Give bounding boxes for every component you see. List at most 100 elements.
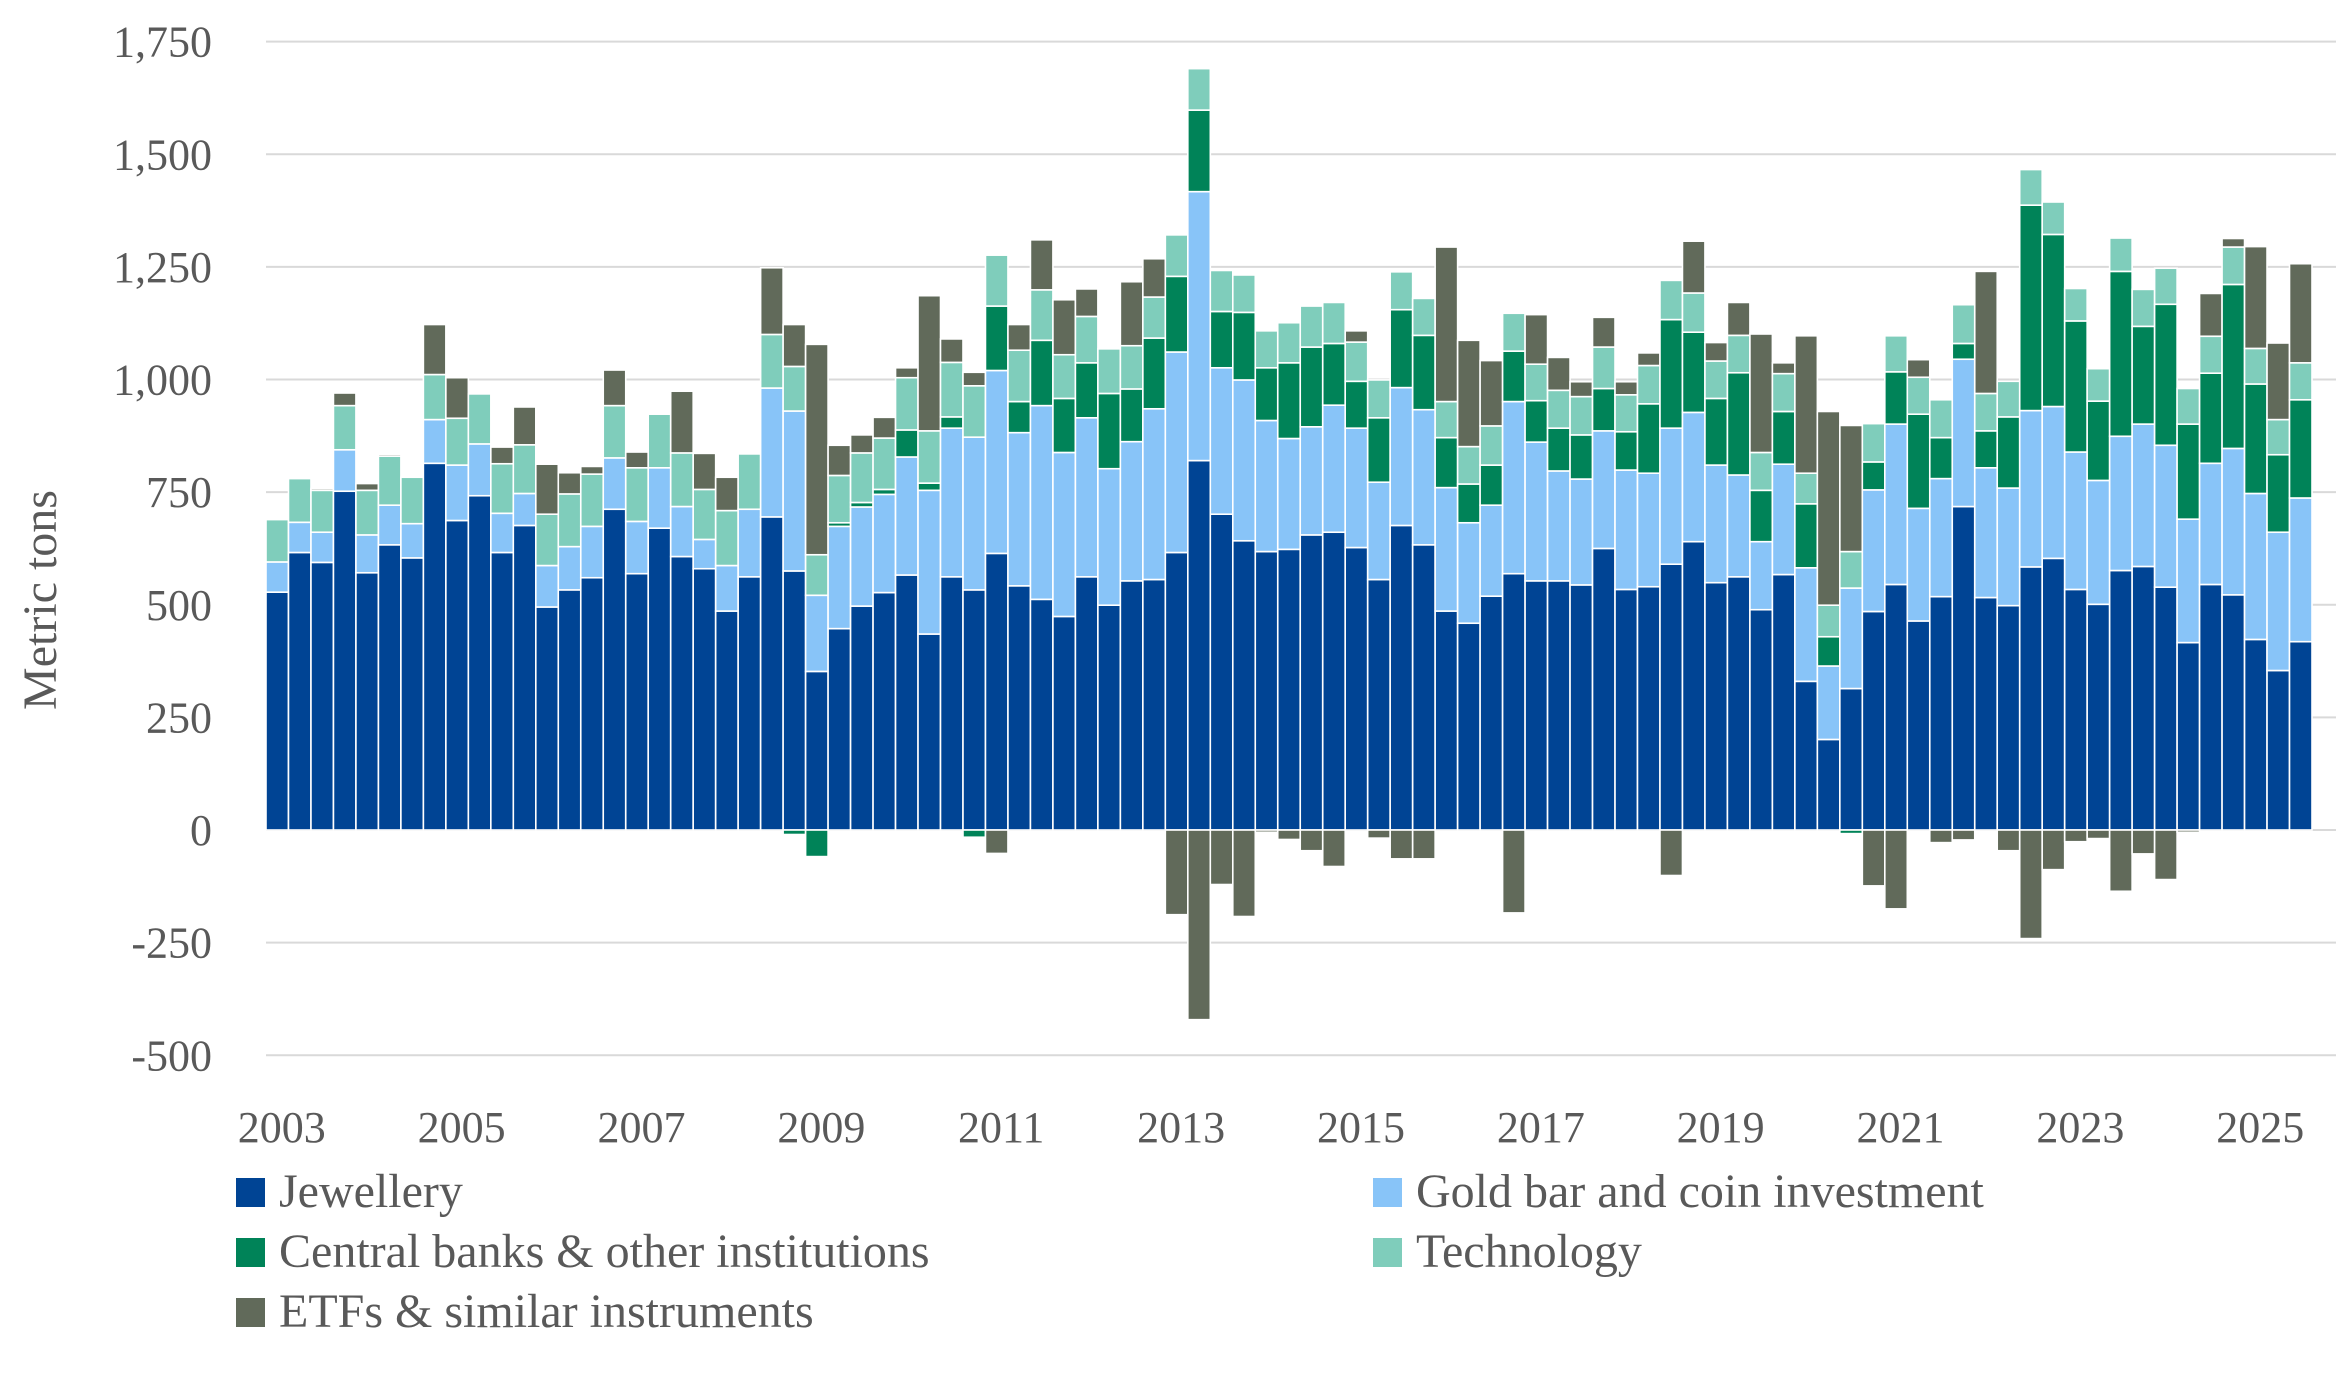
legend-item-jewellery[interactable]: Jewellery (236, 1168, 463, 1216)
bar-segment-technology (1906, 376, 1931, 415)
bar-group-2015Q4 (1411, 297, 1436, 860)
bar-segment-etfs-similar-instruments (1636, 352, 1661, 367)
legend-item-bar-coin[interactable]: Gold bar and coin investment (1373, 1168, 1984, 1216)
bar-segment-gold-bar-and-coin-investment (2041, 405, 2066, 560)
legend-label: Jewellery (279, 1165, 463, 1218)
bar-segment-etfs-similar-instruments (804, 343, 829, 556)
bar-segment-etfs-similar-instruments (355, 482, 380, 492)
bar-segment-jewellery (557, 589, 582, 831)
bar-segment-jewellery (2131, 565, 2156, 831)
bar-segment-etfs-similar-instruments (2086, 829, 2111, 840)
bar-segment-gold-bar-and-coin-investment (1456, 521, 1481, 625)
x-tick-label: 2021 (1857, 1103, 1945, 1152)
bar-segment-etfs-similar-instruments (1187, 829, 1212, 1021)
bar-segment-technology (1119, 344, 1144, 390)
bar-segment-technology (2041, 201, 2066, 236)
bar-segment-jewellery (984, 552, 1009, 831)
bar-segment-central-banks-other-institutions (939, 416, 964, 429)
bar-segment-technology (872, 437, 897, 491)
bar-segment-technology (1029, 289, 1054, 342)
bar-segment-technology (265, 518, 290, 563)
bar-group-2005Q4 (512, 406, 537, 831)
y-axis-title: Metric tons (14, 490, 67, 710)
bar-segment-technology (557, 493, 582, 548)
bar-segment-jewellery (2288, 640, 2313, 831)
bar-segment-central-banks-other-institutions (962, 829, 987, 839)
bar-group-2012Q2 (1097, 348, 1122, 831)
bar-segment-jewellery (1794, 680, 1819, 831)
bar-segment-technology (1546, 389, 1571, 429)
bar-segment-jewellery (512, 524, 537, 831)
bar-segment-gold-bar-and-coin-investment (400, 522, 425, 559)
bar-segment-technology (1321, 301, 1347, 345)
bar-segment-technology (1884, 335, 1909, 373)
bar-segment-etfs-similar-instruments (1231, 829, 1257, 918)
bar-group-2013Q2 (1187, 67, 1212, 1021)
bar-segment-etfs-similar-instruments (1007, 323, 1032, 352)
bar-segment-technology (849, 452, 874, 504)
bar-segment-central-banks-other-institutions (1366, 416, 1391, 484)
bar-segment-etfs-similar-instruments (692, 452, 717, 491)
bar-segment-technology (692, 488, 717, 541)
bar-segment-technology (737, 453, 762, 511)
bar-segment-gold-bar-and-coin-investment (1659, 427, 1684, 566)
bar-segment-jewellery (1052, 615, 1077, 831)
bar-segment-etfs-similar-instruments (1164, 829, 1189, 916)
bar-segment-central-banks-other-institutions (894, 429, 919, 458)
bar-segment-gold-bar-and-coin-investment (1794, 567, 1819, 683)
bar-group-2004Q2 (377, 453, 402, 831)
bar-segment-technology (445, 417, 470, 466)
bar-segment-technology (1569, 395, 1594, 436)
bar-group-2008Q1 (714, 476, 739, 831)
bar-segment-etfs-similar-instruments (1344, 330, 1369, 343)
bar-segment-central-banks-other-institutions (1052, 397, 1077, 454)
bar-segment-gold-bar-and-coin-investment (1749, 540, 1774, 611)
bar-segment-gold-bar-and-coin-investment (737, 508, 762, 578)
bar-segment-central-banks-other-institutions (2221, 283, 2246, 450)
bar-segment-jewellery (1659, 563, 1684, 831)
bar-segment-etfs-similar-instruments (1299, 829, 1324, 852)
legend-item-central-banks[interactable]: Central banks & other institutions (236, 1228, 930, 1276)
bar-group-2022Q1 (1973, 270, 1999, 831)
bar-group-2025Q1 (2243, 245, 2268, 831)
bar-segment-technology (377, 455, 402, 506)
bar-segment-jewellery (2266, 669, 2291, 831)
bar-group-2020Q1 (1794, 335, 1819, 831)
bar-segment-jewellery (265, 591, 290, 831)
bar-segment-technology (1794, 472, 1819, 505)
bar-group-2020Q4 (1861, 422, 1886, 887)
bar-segment-technology (939, 361, 964, 418)
bar-segment-jewellery (782, 570, 807, 831)
bar-segment-central-banks-other-institutions (2266, 453, 2291, 534)
bar-segment-jewellery (1029, 598, 1054, 831)
bar-segment-central-banks-other-institutions (1861, 461, 1886, 491)
bar-segment-central-banks-other-institutions (1276, 362, 1302, 440)
bar-group-2020Q2 (1816, 410, 1841, 831)
bar-segment-technology (467, 393, 492, 445)
bar-segment-technology (827, 474, 852, 524)
legend-item-technology[interactable]: Technology (1373, 1228, 1642, 1276)
bar-segment-central-banks-other-institutions (2198, 372, 2223, 465)
bar-segment-etfs-similar-instruments (377, 453, 402, 457)
bar-segment-gold-bar-and-coin-investment (1187, 190, 1212, 462)
bar-segment-etfs-similar-instruments (535, 463, 560, 515)
bar-segment-jewellery (1771, 573, 1796, 831)
bar-segment-technology (894, 376, 919, 431)
bar-group-2018Q4 (1681, 240, 1706, 831)
y-tick-label: 1,750 (113, 18, 212, 67)
bar-segment-etfs-similar-instruments (782, 323, 807, 368)
bar-segment-technology (2153, 267, 2178, 306)
bar-segment-gold-bar-and-coin-investment (1681, 411, 1706, 543)
bar-segment-gold-bar-and-coin-investment (714, 564, 739, 612)
bar-segment-gold-bar-and-coin-investment (1884, 423, 1909, 586)
bar-segment-technology (2243, 347, 2268, 385)
bar-group-2004Q4 (422, 323, 447, 831)
bar-segment-jewellery (1996, 604, 2021, 831)
legend-item-etfs[interactable]: ETFs & similar instruments (236, 1288, 814, 1336)
bar-segment-gold-bar-and-coin-investment (1389, 386, 1414, 527)
bar-group-2003Q1 (265, 518, 290, 831)
bar-segment-gold-bar-and-coin-investment (1591, 430, 1616, 550)
bar-segment-etfs-similar-instruments (1501, 829, 1526, 914)
bar-segment-jewellery (1479, 595, 1504, 831)
bar-segment-technology (1231, 274, 1257, 314)
